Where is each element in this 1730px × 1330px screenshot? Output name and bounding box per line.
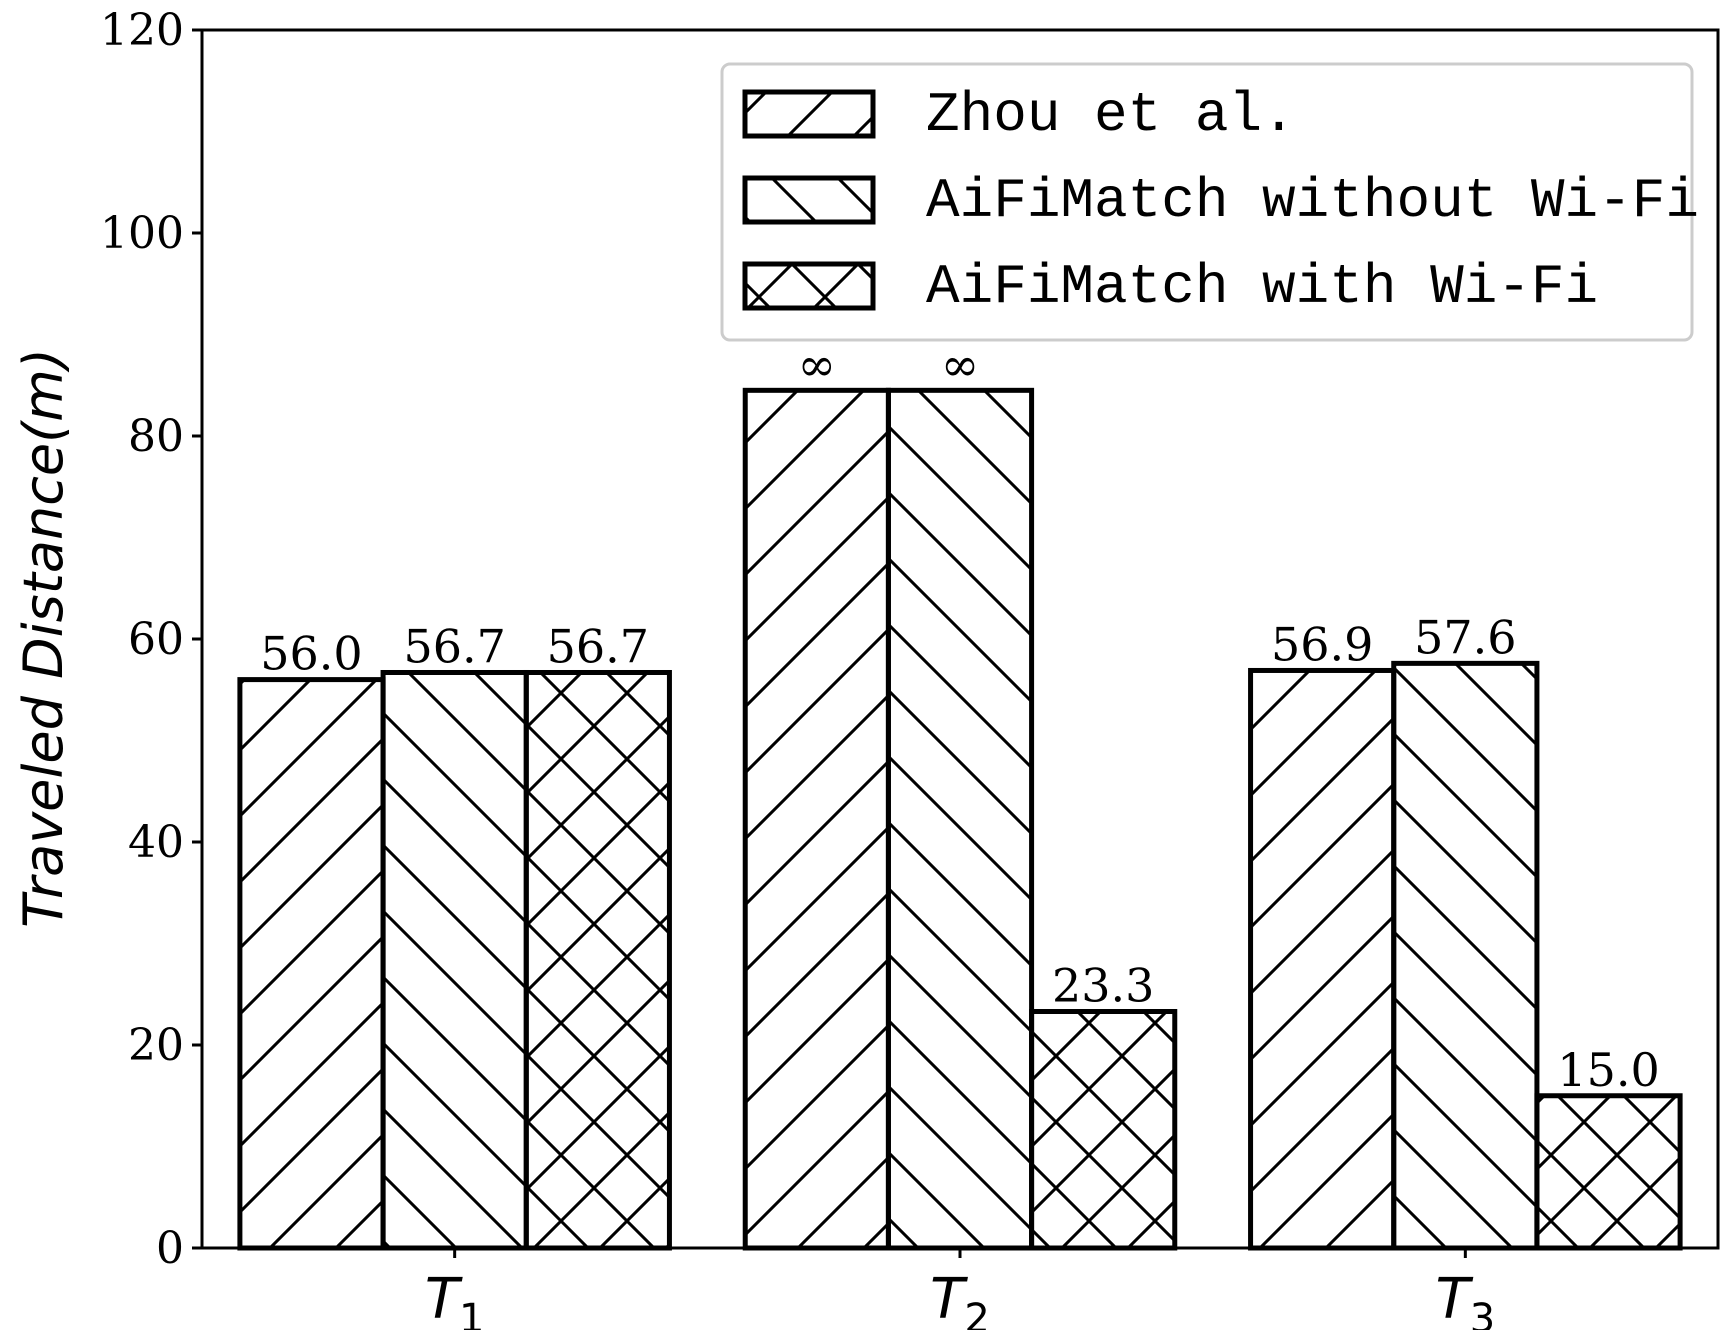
legend-label-2: AiFiMatch without Wi-Fi <box>926 169 1699 233</box>
y-axis-ticks: 0 20 40 60 80 100 120 <box>100 5 202 1274</box>
bar-t3-series-2 <box>1391 660 1540 1251</box>
bars-layer <box>237 387 1683 1251</box>
category-main: T <box>1435 1267 1473 1330</box>
bar-value-label: 23.3 <box>1052 959 1154 1013</box>
legend-label-1: Zhou et al. <box>926 83 1296 147</box>
x-category-label: T3 <box>1435 1267 1495 1330</box>
category-main: T <box>425 1267 463 1330</box>
y-tick-label: 0 <box>156 1223 184 1274</box>
x-category-label: T2 <box>930 1267 990 1330</box>
legend-frame <box>720 62 1694 342</box>
bar-value-label: ∞ <box>941 337 979 391</box>
y-tick-label: 120 <box>100 5 184 56</box>
x-axis-ticks: T1 T2 T3 <box>425 1248 1495 1330</box>
bar-t2-series-3 <box>1029 1009 1178 1251</box>
bar-value-label: 56.7 <box>403 619 505 673</box>
bar-t1-series-2 <box>380 669 529 1251</box>
legend-swatch-1 <box>742 89 876 139</box>
y-axis-title: Traveled Distance(m) <box>12 348 75 928</box>
y-tick-label: 60 <box>128 614 184 665</box>
category-subscript: 2 <box>964 1296 989 1330</box>
x-category-label: T1 <box>425 1267 485 1330</box>
bar-labels-layer: 56.0 ∞ 56.9 56.7 ∞ 57.6 56.7 23.3 15.0 <box>260 337 1659 1096</box>
y-tick-label: 40 <box>128 817 184 868</box>
bar-t2-series-2 <box>885 387 1035 1251</box>
legend: Zhou et al. AiFiMatch without Wi-Fi AiFiMa… <box>720 62 1699 342</box>
bar-value-label: 15.0 <box>1557 1043 1659 1097</box>
bar-t1-series-3 <box>523 669 672 1251</box>
legend-swatch-3 <box>742 261 876 311</box>
bar-value-label: 56.9 <box>1271 617 1373 671</box>
bar-value-label: 56.0 <box>260 627 362 681</box>
category-subscript: 3 <box>1470 1296 1495 1330</box>
legend-label-3: AiFiMatch with Wi-Fi <box>926 255 1598 319</box>
bar-t2-series-1 <box>742 387 891 1251</box>
bar-t1-series-1 <box>237 677 386 1251</box>
bar-t3-series-1 <box>1248 667 1397 1251</box>
y-tick-label: 100 <box>100 208 184 259</box>
category-main: T <box>930 1267 968 1330</box>
legend-swatch-2 <box>742 175 876 225</box>
y-tick-label: 80 <box>128 411 184 462</box>
bar-value-label: 56.7 <box>547 619 649 673</box>
category-subscript: 1 <box>459 1296 484 1330</box>
bar-value-label: ∞ <box>798 337 836 391</box>
bar-value-label: 57.6 <box>1414 610 1516 664</box>
bar-t3-series-3 <box>1534 1093 1683 1251</box>
y-tick-label: 20 <box>128 1020 184 1071</box>
